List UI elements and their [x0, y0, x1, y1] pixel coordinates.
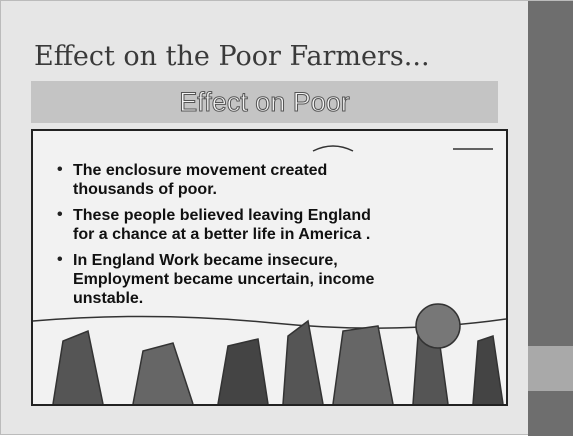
- bullet-text: for a chance at a better life in America…: [73, 225, 493, 244]
- bullet-text: Employment became uncertain, income: [73, 270, 493, 289]
- bullet-text: In England Work became insecure,: [73, 251, 493, 270]
- bullet-text: unstable.: [73, 289, 493, 308]
- side-bar-accent: [528, 346, 573, 391]
- bullet-dot: •: [57, 251, 63, 269]
- page: Effect on the Poor Farmers... Effect on …: [0, 0, 573, 435]
- bullet-text: The enclosure movement created: [73, 161, 493, 180]
- bullet-dot: •: [57, 161, 63, 179]
- bullet-text: thousands of poor.: [73, 180, 493, 199]
- slide: Effect on the Poor Farmers... Effect on …: [0, 0, 573, 435]
- bullet-item: • In England Work became insecure,Employm…: [53, 251, 493, 308]
- slide-subtitle: Effect on Poor: [31, 81, 498, 123]
- bullet-text: These people believed leaving England: [73, 206, 493, 225]
- bullet-dot: •: [57, 206, 63, 224]
- slide-title: Effect on the Poor Farmers...: [34, 41, 430, 72]
